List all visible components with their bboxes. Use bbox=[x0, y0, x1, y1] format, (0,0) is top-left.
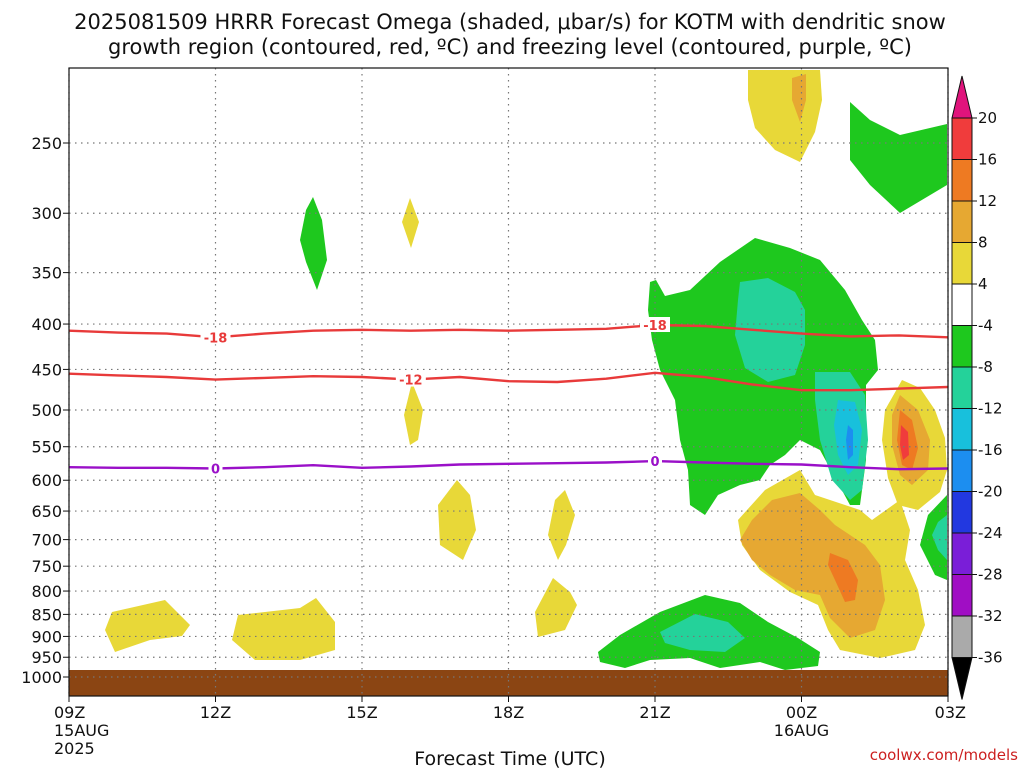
x-tick-label: 09Z bbox=[54, 703, 85, 722]
colorbar-tick-label: -28 bbox=[978, 566, 1003, 584]
contour-label--18: -18 bbox=[204, 331, 228, 346]
colorbar-tick-label: 12 bbox=[978, 192, 997, 210]
contour-label-background bbox=[648, 453, 662, 469]
colorbar-swatch bbox=[951, 574, 973, 617]
colorbar-swatch bbox=[951, 242, 973, 285]
colorbar-swatch bbox=[951, 325, 973, 368]
x-tick-label: 00Z bbox=[786, 703, 817, 722]
colorbar-tick-label: 4 bbox=[978, 275, 988, 293]
colorbar-swatch-bottom-arrow bbox=[951, 657, 973, 700]
contour-label--18: -18 bbox=[643, 319, 667, 334]
colorbar-swatch bbox=[951, 449, 973, 492]
y-tick-label: 500 bbox=[31, 401, 62, 420]
omega-region-down-10z bbox=[105, 600, 190, 652]
x-tick-label: 12Z bbox=[200, 703, 231, 722]
omega-region-down-500 bbox=[404, 382, 423, 445]
site-credit: coolwx.com/models bbox=[870, 746, 1018, 764]
colorbar-tick-label: -24 bbox=[978, 524, 1003, 542]
x-tick-label: 21Z bbox=[639, 703, 670, 722]
contour-label-0: 0 bbox=[211, 462, 220, 477]
colorbar-swatch bbox=[951, 615, 973, 658]
y-tick-label: 700 bbox=[31, 531, 62, 550]
y-tick-label: 750 bbox=[31, 557, 62, 576]
omega-region-up-right-low-moderate bbox=[932, 515, 947, 560]
x-tick-date-label: 15AUG bbox=[54, 721, 109, 740]
colorbar-swatch bbox=[951, 532, 973, 575]
chart-title-line-2: growth region (contoured, red, ºC) and f… bbox=[108, 35, 912, 59]
y-tick-label: 850 bbox=[31, 605, 62, 624]
omega-region-up-upper bbox=[850, 102, 947, 213]
colorbar-swatch bbox=[951, 491, 973, 534]
colorbar-tick-label: 8 bbox=[978, 234, 988, 252]
y-tick-label: 250 bbox=[31, 134, 62, 153]
contour-label-background bbox=[640, 317, 670, 333]
x-tick-label: 03Z bbox=[935, 703, 966, 722]
y-tick-label: 300 bbox=[31, 204, 62, 223]
x-tick-year-label: 2025 bbox=[54, 739, 95, 758]
omega-region-up-lower-moderate bbox=[660, 614, 745, 652]
x-tick-date-label: 16AUG bbox=[774, 721, 829, 740]
y-tick-label: 400 bbox=[31, 315, 62, 334]
colorbar: 20 16 12 8 4 -4 -8 -12 -16 -20 -24 -28 -32 -36 bbox=[951, 75, 1003, 700]
colorbar-tick-label: -20 bbox=[978, 483, 1003, 501]
omega-region-down-19z-low bbox=[535, 578, 577, 637]
colorbar-tick-label: -36 bbox=[978, 649, 1003, 667]
colorbar-tick-label: -8 bbox=[978, 358, 993, 376]
omega-region-down-19z bbox=[548, 490, 575, 560]
colorbar-tick-label: 20 bbox=[978, 109, 997, 127]
colorbar-tick-label: -16 bbox=[978, 441, 1003, 459]
colorbar-swatch bbox=[951, 159, 973, 202]
contour-line--12 bbox=[68, 371, 949, 392]
colorbar-swatch bbox=[951, 200, 973, 243]
x-tick-label: 15Z bbox=[346, 703, 377, 722]
colorbar-tick-label: -4 bbox=[978, 317, 993, 335]
omega-region-down-right-core bbox=[900, 425, 909, 460]
y-tick-label: 550 bbox=[31, 438, 62, 457]
omega-region-down-13z bbox=[232, 598, 335, 660]
y-tick-label: 950 bbox=[31, 648, 62, 667]
y-tick-label: 900 bbox=[31, 627, 62, 646]
colorbar-swatch bbox=[951, 408, 973, 451]
contour-label-0: 0 bbox=[650, 455, 659, 470]
colorbar-swatch bbox=[951, 366, 973, 409]
omega-region-down-main-moderate bbox=[740, 493, 885, 638]
contour-label-background bbox=[208, 460, 223, 476]
y-tick-label: 450 bbox=[31, 360, 62, 379]
plot-area: -18 -18 -12 0 0 bbox=[68, 67, 949, 697]
contour-label-background bbox=[395, 371, 426, 387]
y-tick-label: 350 bbox=[31, 264, 62, 283]
y-tick-label: 600 bbox=[31, 471, 62, 490]
omega-region-down-300 bbox=[402, 198, 419, 248]
omega-region-up-stronger bbox=[846, 425, 853, 460]
contour-label--12: -12 bbox=[399, 374, 423, 389]
omega-region-down-main-strong bbox=[828, 553, 858, 602]
y-tick-label: 1000 bbox=[21, 668, 62, 687]
colorbar-swatch bbox=[951, 117, 973, 160]
y-axis: 250 300 350 400 450 500 550 600 650 700 750 800 850 9… bbox=[21, 134, 69, 687]
contour-label-background bbox=[200, 329, 231, 345]
omega-region-up-300 bbox=[300, 197, 327, 290]
contour-lines: -18 -18 -12 0 0 bbox=[68, 317, 949, 477]
colorbar-tick-label: -32 bbox=[978, 607, 1003, 625]
chart-title-line-1: 2025081509 HRRR Forecast Omega (shaded, … bbox=[74, 10, 946, 34]
y-tick-label: 650 bbox=[31, 502, 62, 521]
colorbar-tick-label: 16 bbox=[978, 151, 997, 169]
omega-region-down-upper-core bbox=[792, 74, 806, 122]
colorbar-swatch-top-arrow bbox=[951, 75, 973, 119]
colorbar-tick-label: -12 bbox=[978, 400, 1003, 418]
x-tick-label: 18Z bbox=[493, 703, 524, 722]
y-tick-label: 800 bbox=[31, 582, 62, 601]
x-axis-title: Forecast Time (UTC) bbox=[414, 748, 605, 768]
colorbar-swatch bbox=[951, 283, 973, 326]
